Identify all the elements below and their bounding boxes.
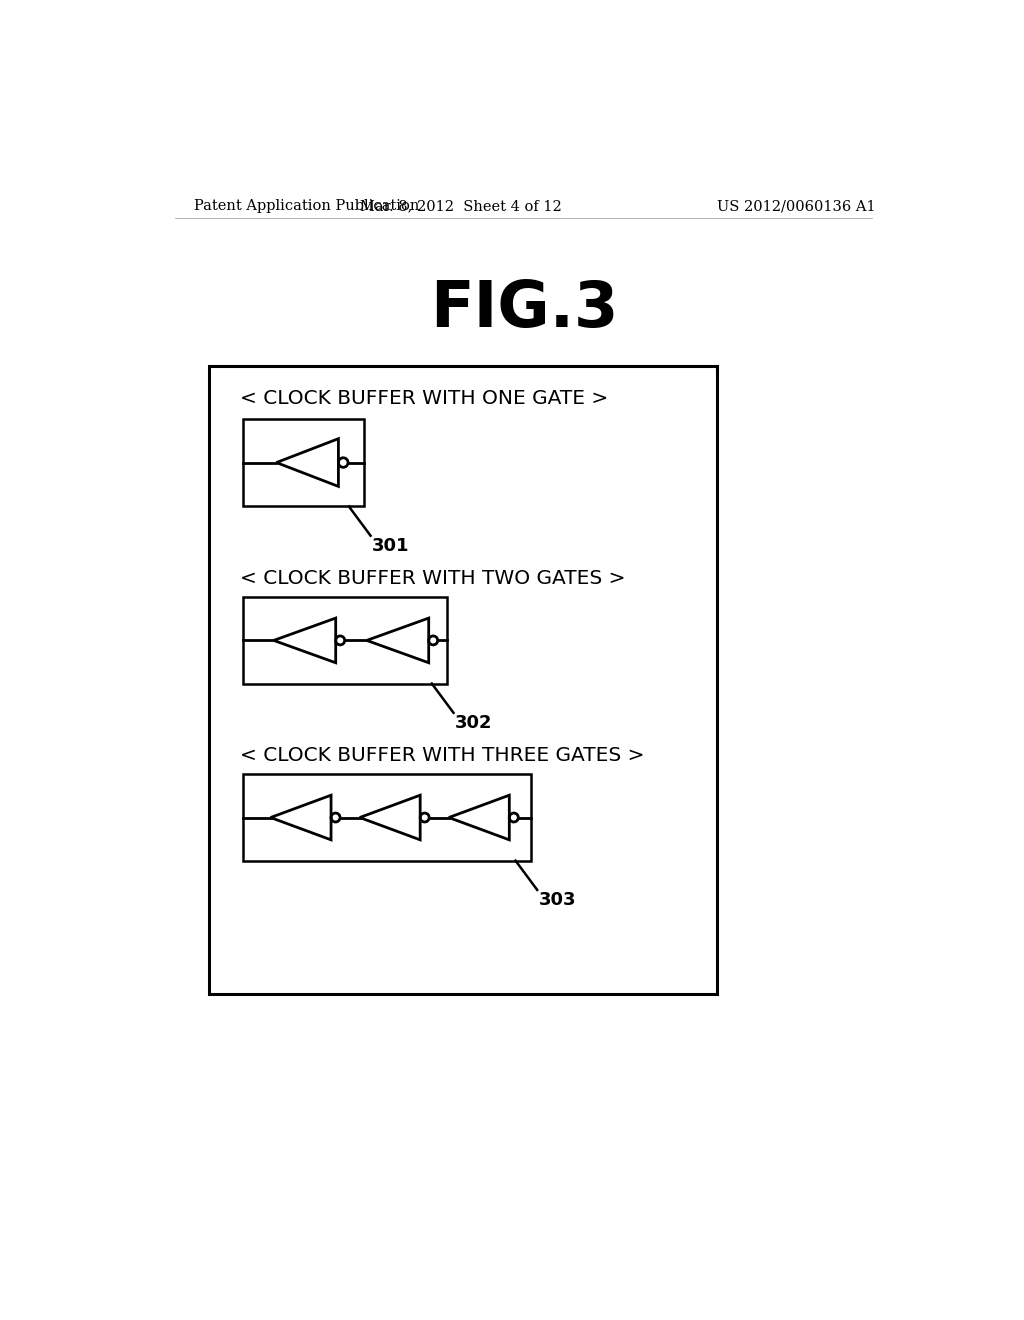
Text: 302: 302: [455, 714, 493, 733]
Text: < CLOCK BUFFER WITH ONE GATE >: < CLOCK BUFFER WITH ONE GATE >: [241, 389, 608, 408]
Text: FIG.3: FIG.3: [430, 277, 620, 339]
Text: 301: 301: [372, 537, 410, 556]
Text: < CLOCK BUFFER WITH THREE GATES >: < CLOCK BUFFER WITH THREE GATES >: [241, 746, 645, 764]
Text: Mar. 8, 2012  Sheet 4 of 12: Mar. 8, 2012 Sheet 4 of 12: [360, 199, 562, 213]
Bar: [243, 775, 531, 861]
Text: 303: 303: [539, 891, 577, 909]
Text: Patent Application Publication: Patent Application Publication: [194, 199, 419, 213]
Text: US 2012/0060136 A1: US 2012/0060136 A1: [717, 199, 876, 213]
Bar: [209, 367, 717, 994]
Text: < CLOCK BUFFER WITH TWO GATES >: < CLOCK BUFFER WITH TWO GATES >: [241, 569, 626, 587]
Bar: [243, 418, 365, 507]
Bar: [243, 597, 447, 684]
